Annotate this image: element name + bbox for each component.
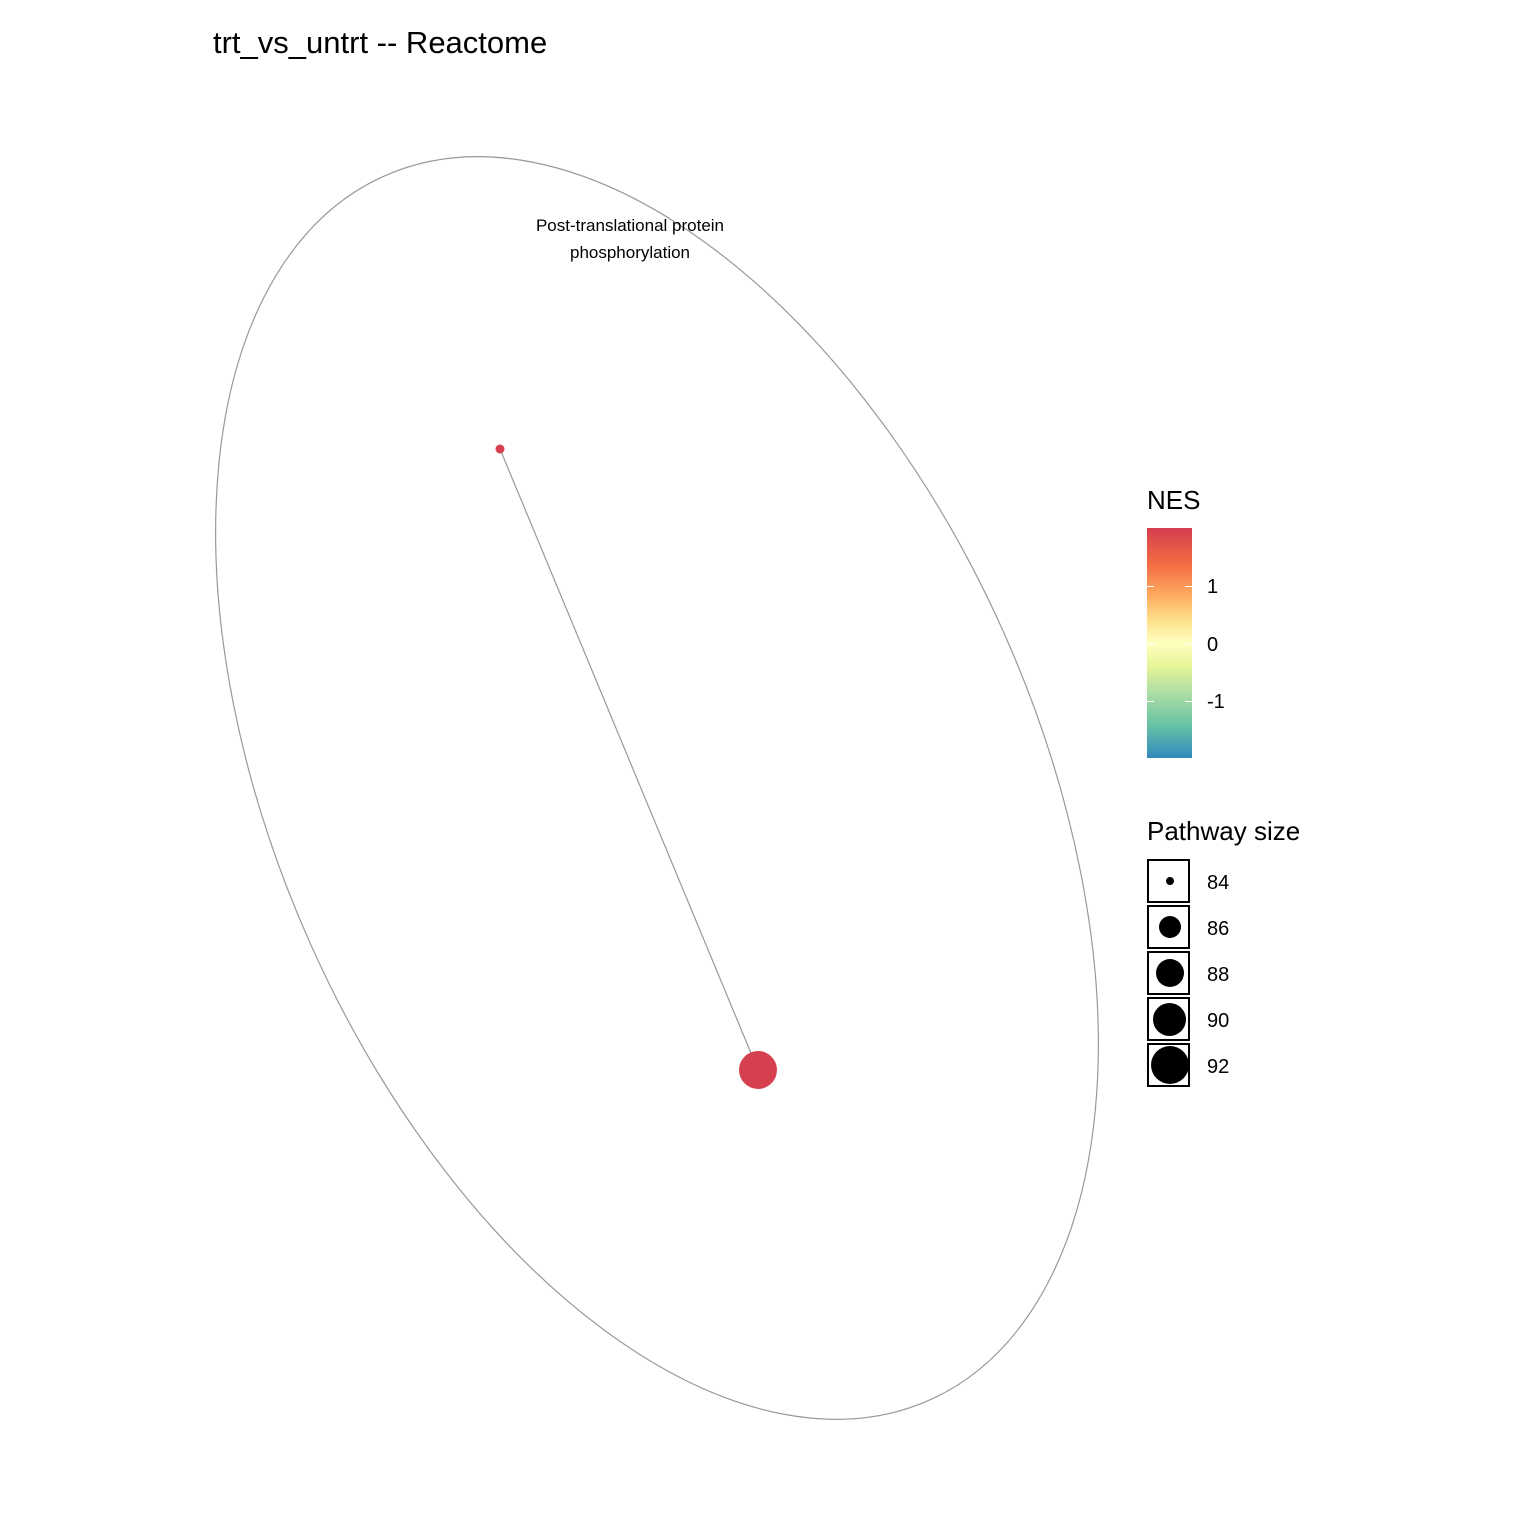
cluster-label-line1: Post-translational protein bbox=[535, 216, 725, 235]
size-key bbox=[1147, 1043, 1190, 1087]
size-legend-label: 92 bbox=[1207, 1056, 1230, 1078]
nes-legend-title: NES bbox=[1147, 485, 1201, 515]
colorbar-tick-left bbox=[1147, 644, 1154, 645]
size-key-dot bbox=[1153, 1002, 1186, 1036]
size-legend-label: 90 bbox=[1207, 1010, 1230, 1032]
edge bbox=[499, 448, 759, 1071]
cluster-label-line2: phosphorylation bbox=[569, 243, 691, 262]
colorbar-tick-right bbox=[1185, 586, 1192, 587]
node-large bbox=[739, 1051, 777, 1089]
nes-tick-label: 1 bbox=[1207, 576, 1219, 598]
size-legend-label: 84 bbox=[1207, 872, 1230, 894]
colorbar-tick-left bbox=[1147, 586, 1154, 587]
size-key-dot bbox=[1150, 1046, 1189, 1084]
size-key bbox=[1147, 905, 1190, 949]
nes-tick-label: 0 bbox=[1207, 634, 1219, 656]
size-key-dot bbox=[1155, 959, 1184, 987]
nes-tick-label: -1 bbox=[1207, 691, 1225, 713]
size-key-dot bbox=[1158, 916, 1181, 938]
cluster-ellipse bbox=[215, 156, 1099, 1420]
size-key bbox=[1147, 859, 1190, 903]
size-legend-label: 86 bbox=[1207, 918, 1230, 940]
size-key bbox=[1147, 951, 1190, 995]
colorbar-tick-right bbox=[1185, 644, 1192, 645]
size-key-dot bbox=[1165, 877, 1174, 885]
colorbar-tick-left bbox=[1147, 701, 1154, 702]
node-small bbox=[495, 444, 505, 454]
nes-colorbar bbox=[1147, 528, 1192, 758]
colorbar-tick-right bbox=[1185, 701, 1192, 702]
chart-title: trt_vs_untrt -- Reactome bbox=[213, 25, 548, 60]
cluster-label: Post-translational protein phosphorylati… bbox=[480, 212, 780, 266]
size-legend-title: Pathway size bbox=[1147, 816, 1301, 846]
size-legend-label: 88 bbox=[1207, 964, 1230, 986]
size-key bbox=[1147, 997, 1190, 1041]
